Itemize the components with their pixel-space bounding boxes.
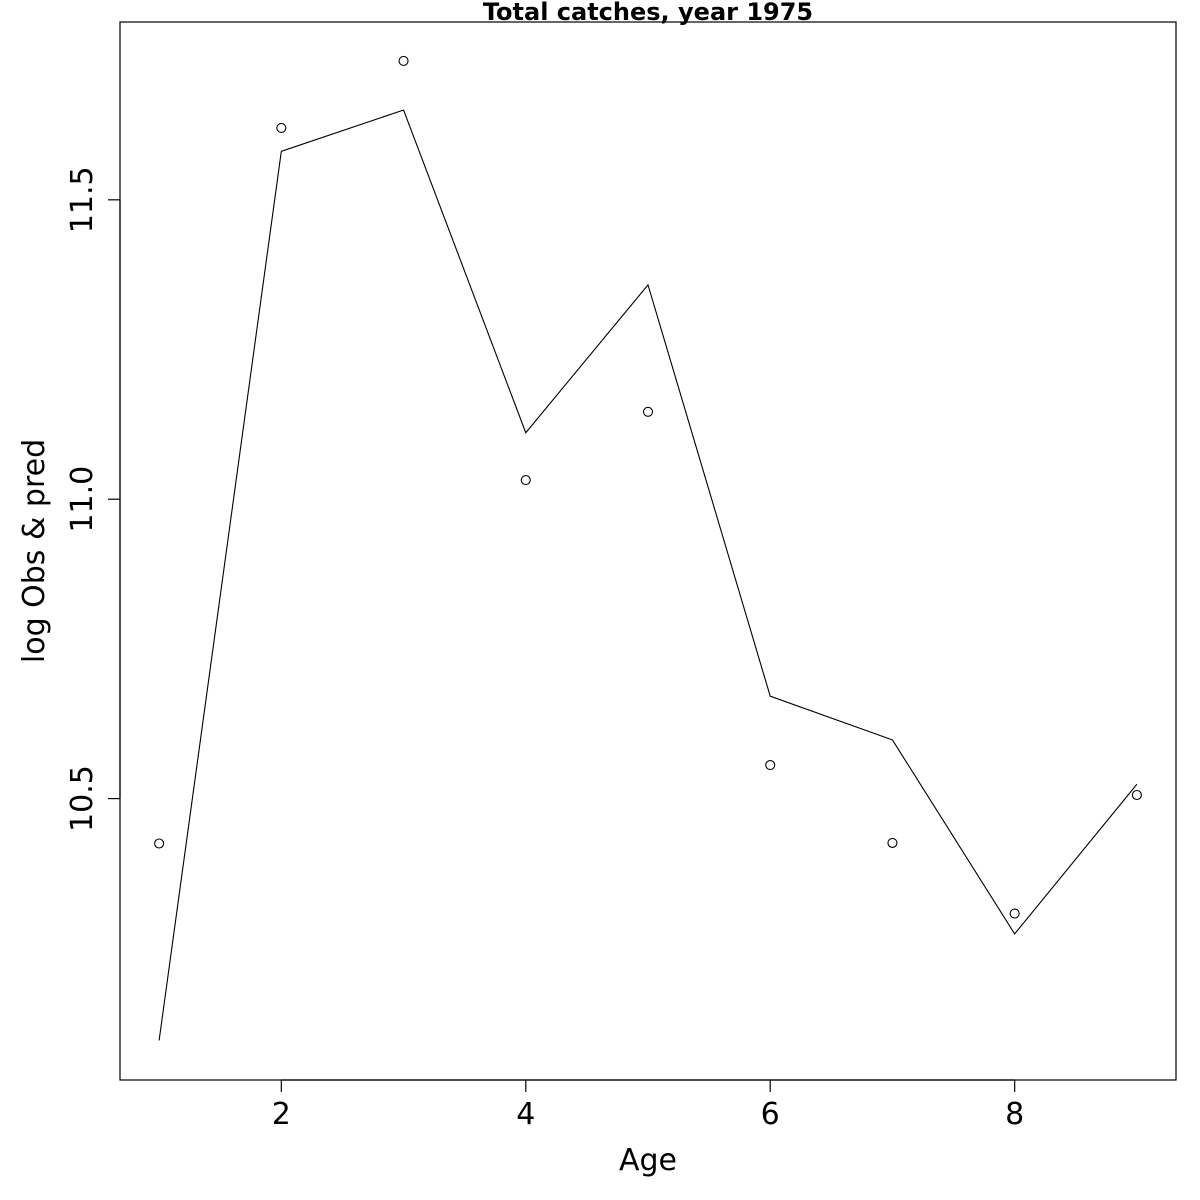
x-tick-label: 2 — [272, 1097, 291, 1132]
y-tick-label: 11.5 — [65, 166, 100, 233]
observed-point — [642, 406, 654, 417]
observed-point — [765, 760, 776, 771]
y-tick-label: 10.5 — [65, 765, 100, 832]
y-axis-title: log Obs & pred — [17, 439, 52, 663]
observed-point — [887, 837, 898, 848]
x-tick-label: 4 — [516, 1097, 535, 1132]
observed-point — [154, 838, 165, 849]
x-axis: 2 4 6 8 — [272, 1079, 1024, 1132]
chart-title: Total catches, year 1975 — [483, 0, 813, 26]
observed-point — [1131, 789, 1142, 801]
x-tick-label: 6 — [761, 1097, 780, 1132]
observed-point — [398, 55, 409, 66]
predicted-line — [158, 109, 1138, 1041]
y-tick-label: 11.0 — [65, 466, 100, 533]
y-axis: 10.5 11.0 11.5 — [65, 166, 121, 832]
x-tick-label: 8 — [1005, 1097, 1024, 1132]
series-layer — [154, 55, 1142, 1041]
plot-frame — [119, 21, 1177, 1081]
observed-point — [520, 474, 531, 486]
observed-point — [1009, 908, 1020, 919]
x-axis-title: Age — [619, 1143, 677, 1178]
observed-point — [276, 122, 287, 134]
